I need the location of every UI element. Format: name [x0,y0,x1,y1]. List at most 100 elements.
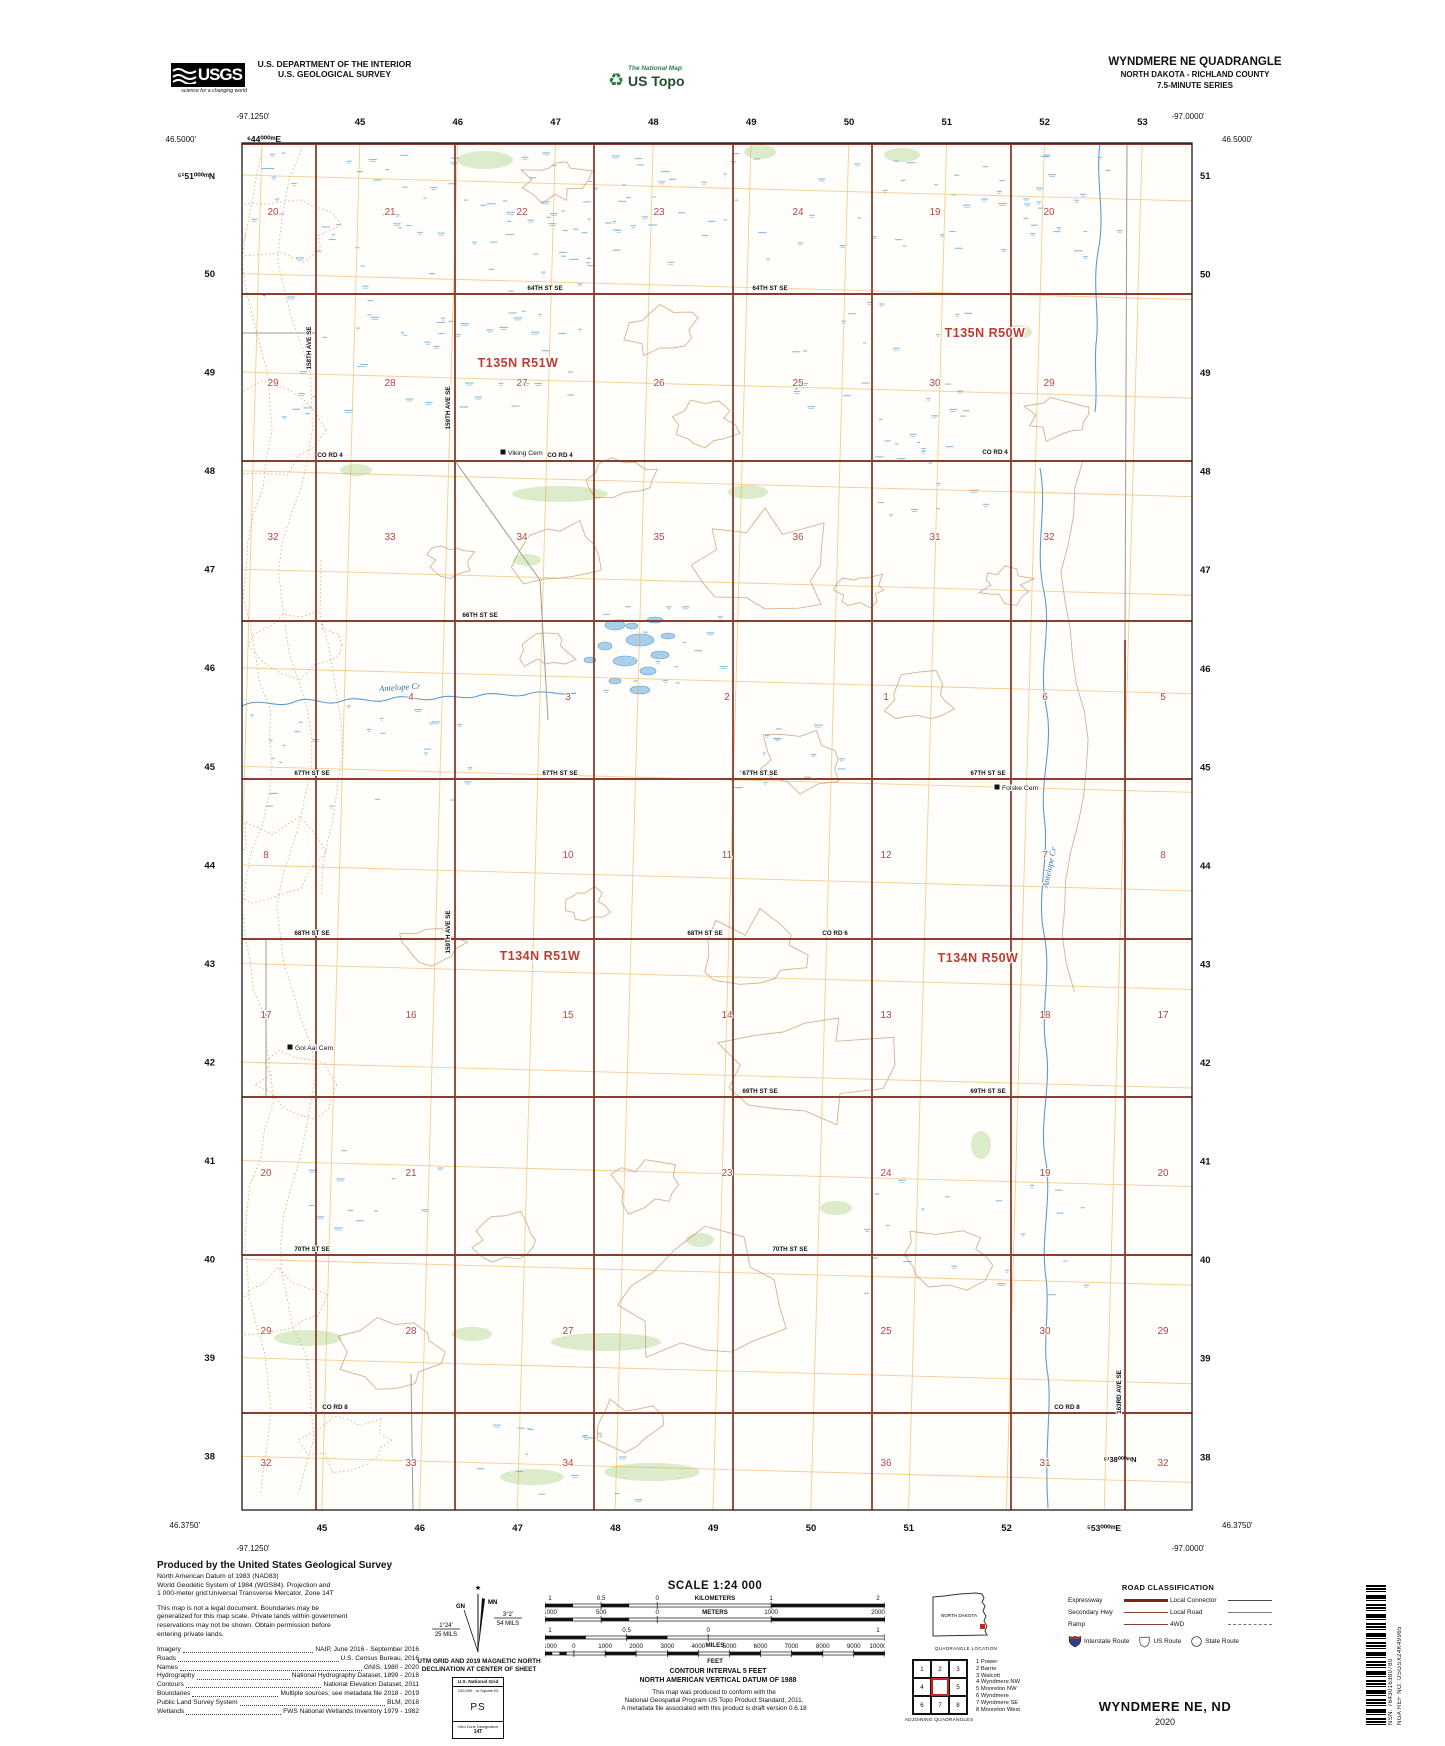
scale-unit-label: METERS [702,1609,728,1616]
cemetery-marker [287,1044,293,1050]
credit-row: Imagery NAIP, June 2016 - September 2016 [157,1646,419,1654]
quadrangle-heading: WYNDMERE NE QUADRANGLE NORTH DAKOTA - RI… [1060,56,1330,90]
conform-line: A metadata file associated with this pro… [621,1705,807,1713]
grid-label-right: 40 [1200,1255,1211,1266]
section-number: 33 [405,1458,417,1469]
section-number: 2 [724,692,730,703]
barcode-nsn: NSN. 7643016380780 [1388,1658,1394,1725]
road-label: 70TH ST SE [294,1246,329,1253]
township-label: T135N R50W [945,326,1026,340]
section-number: 32 [1157,1458,1169,1469]
barcode: NSN. 7643016380780 NGA REF NO. USGSX24K4… [1366,1585,1404,1725]
section-number: 10 [562,850,574,861]
cemetery-label: Folske Cem [1002,785,1039,792]
usng-square-id: PS [470,1702,486,1713]
section-number: 23 [653,207,665,218]
scale-tick-label: 8000 [816,1643,830,1650]
true-north-star: ★ [475,1584,481,1592]
produced-title: Produced by the United States Geological… [157,1560,393,1571]
section-number: 33 [384,532,396,543]
usng-zone-label: Grid Zone Designation [453,1721,503,1729]
section-number: 18 [1039,1010,1051,1021]
credit-row: Contours National Elevation Dataset, 2011 [157,1681,419,1689]
road-label: 69TH ST SE [970,1088,1005,1095]
corner-lon-bl: -97.1250' [236,1544,270,1553]
grid-label-bottom: 49 [708,1523,719,1534]
section-number: 7 [1042,850,1048,861]
road-label: 66TH ST SE [462,612,497,619]
roads-layer [242,143,1192,1510]
department-heading: U.S. DEPARTMENT OF THE INTERIOR U.S. GEO… [252,59,417,79]
grid-label-bottom: 46 [415,1523,426,1534]
scale-tick-label: 9000 [847,1643,861,1650]
section-number: 28 [384,378,396,389]
section-number: 36 [792,532,804,543]
road-label: 67TH ST SE [970,770,1005,777]
production-credits: Produced by the United States Geological… [157,1560,419,1639]
road-label: CO RD 4 [547,452,573,459]
section-number: 19 [1039,1168,1051,1179]
corner-lat-br: 46.3750' [1222,1521,1253,1530]
section-number: 11 [722,850,733,861]
section-number: 14 [721,1010,733,1021]
section-number: 34 [562,1458,574,1469]
sheet-title: WYNDMERE NE, ND [1098,1699,1232,1714]
section-number: 22 [516,207,528,218]
roadclass-line-sample [1124,1624,1168,1625]
scale-tick-label: 1000 [598,1643,612,1650]
scale-title: SCALE 1:24 000 [667,1580,763,1592]
stream-label: Antelope Cr [378,681,422,694]
produced-line: entering private lands. [157,1630,224,1638]
utm-easting-label-bottom: ⁵53⁰⁰⁰ᵐE [1087,1523,1121,1533]
barcode-nga-ref: NGA REF NO. USGSX24K49965 [1397,1626,1403,1725]
mn-label: MN [488,1600,497,1606]
scale-tick-label: 0 [655,1609,659,1616]
grid-label-left: 49 [204,368,215,379]
scale-tick-label: 5000 [723,1643,737,1650]
adjoining-cell: 1 [913,1660,931,1678]
adjoining-quad-name: 2 Barrie [976,1665,997,1672]
road-label: CO RD 4 [317,452,343,459]
standard-conformance-note: This map was produced to conform with th… [524,1689,904,1714]
utm-easting-label-top: ⁶44⁰⁰⁰ᵐE [247,134,281,144]
adjoining-center-cell [931,1678,949,1696]
section-number: 20 [267,207,279,218]
road-label-vertical: 159TH AVE SE [445,910,452,953]
section-number: 1 [883,692,889,703]
roadclass-shield-item: Interstate Route [1068,1635,1129,1648]
roadclass-line-sample [1228,1600,1272,1601]
grid-label-left: 43 [204,959,215,970]
roadclass-shields: Interstate Route US Route State Route [1068,1635,1268,1648]
roadclass-label: Ramp [1068,1621,1086,1628]
road-label-vertical: 158TH AVE SE [306,326,313,369]
mn-mils: 54 MILS [497,1621,519,1627]
section-number: 28 [405,1326,417,1337]
grid-label-top: 46 [453,117,464,128]
sheet-year: 2020 [1154,1717,1176,1727]
grid-label-left: 50 [204,269,215,280]
streams-layer [242,143,1102,1509]
mn-degrees: 3°2' [503,1612,513,1618]
adjoining-quad-name: 6 Wyndmere [976,1692,1009,1699]
adjoining-cell: 4 [913,1678,931,1696]
section-number: 29 [1043,378,1055,389]
road-label: CO RD 8 [322,1404,348,1411]
grid-label-left: 39 [204,1353,215,1364]
section-number: 21 [405,1168,417,1179]
grid-label-bottom: 48 [610,1523,621,1534]
corner-lat-bl: 46.3750' [170,1521,201,1530]
adjoining-quads-names: 1 Power 2 Barrie 3 Walcott 4 Wyndmere NW 5 M… [976,1659,1066,1713]
road-label: 67TH ST SE [294,770,329,777]
road-label: 68TH ST SE [687,930,722,937]
road-label-vertical: 159TH AVE SE [445,386,452,429]
roadclass-label: Local Road [1170,1609,1203,1616]
contour-note-line2: NORTH AMERICAN VERTICAL DATUM OF 1988 [639,1677,797,1684]
gn-degrees: 1°24' [439,1623,453,1629]
usgs-tagline: science for a changing world [181,88,247,94]
roadclass-title: ROAD CLASSIFICATION [1121,1583,1215,1592]
conform-line: National Geospatial Program US Topo Prod… [624,1697,804,1705]
adjoining-quad-name: 3 Walcott [976,1672,1000,1679]
section-number: 25 [792,378,804,389]
contour-note-line1: CONTOUR INTERVAL 5 FEET [669,1668,767,1675]
section-number: 20 [1157,1168,1169,1179]
